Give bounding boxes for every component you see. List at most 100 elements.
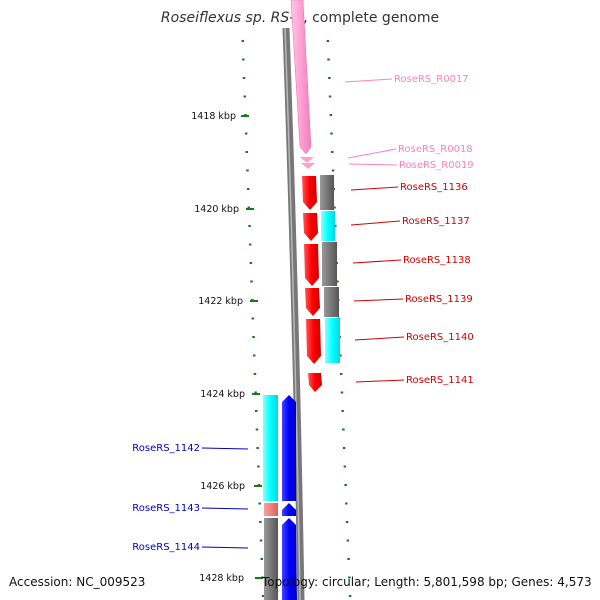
gene-arrow-R0017[interactable] (290, 0, 312, 155)
inner-scale-dot-7 (246, 169, 249, 172)
cog-bar-1136 (320, 175, 334, 210)
inner-scale-dot-3 (243, 95, 246, 98)
inner-scale-dot-21 (255, 428, 259, 431)
inner-scale-dot-11 (248, 243, 252, 246)
gene-arrow-1143[interactable] (282, 503, 296, 516)
gene-label-1144[interactable]: RoseRS_1144 (132, 542, 200, 553)
outer-scale-dot-9 (333, 206, 336, 209)
gene-arrow-1144[interactable] (282, 518, 297, 600)
inner-scale-dot-17 (253, 354, 256, 357)
inner-scale-dot-23 (257, 465, 260, 468)
gene-arrow-1142[interactable] (282, 395, 296, 501)
outer-scale-dot-17 (339, 354, 342, 357)
outer-scale-dot-5 (330, 132, 333, 135)
scale-label-1424: 1424 kbp (200, 389, 245, 400)
scale-label-1426: 1426 kbp (200, 481, 245, 492)
cog-bar-1142 (263, 395, 278, 501)
outer-scale-dot-19 (340, 391, 344, 394)
outer-scale-dot-4 (329, 114, 333, 116)
gene-label-1143[interactable]: RoseRS_1143 (132, 503, 200, 514)
inner-scale-dot-30 (261, 595, 265, 597)
inner-scale-dot-18 (253, 373, 257, 375)
scale-label-1420: 1420 kbp (194, 204, 239, 215)
gene-label-R0019[interactable]: RoseRS_R0019 (399, 160, 474, 171)
gene-label-1138[interactable]: RoseRS_1138 (403, 255, 471, 266)
gene-label-1142[interactable]: RoseRS_1142 (132, 443, 200, 454)
inner-scale-dot-9 (247, 206, 251, 209)
outer-scale-dot-27 (346, 539, 350, 542)
outer-scale-dot-1 (327, 58, 330, 61)
cog-bar-1138 (322, 242, 337, 286)
accession-label: Accession: NC_009523 (9, 575, 146, 589)
inner-scale-dot-15 (251, 317, 255, 320)
cog-bar-1143 (264, 503, 278, 516)
gene-label-R0017[interactable]: RoseRS_R0017 (394, 74, 469, 85)
inner-scale-dot-28 (260, 558, 263, 560)
outer-scale-dot-24 (344, 484, 347, 486)
outer-scale-dot-28 (347, 558, 350, 560)
gene-label-1140[interactable]: RoseRS_1140 (406, 332, 474, 343)
gene-group-R0017[interactable] (290, 0, 312, 155)
outer-scale-dot-18 (339, 373, 343, 375)
gene-label-1137[interactable]: RoseRS_1137 (402, 216, 470, 227)
gene-arrow-1140[interactable] (306, 319, 321, 364)
inner-scale-dot-16 (252, 336, 255, 338)
inner-scale-dot-27 (259, 539, 263, 542)
cog-bar-1137 (321, 211, 335, 241)
gene-arrow-1138[interactable] (304, 244, 319, 286)
inner-scale-dot-8 (246, 188, 250, 190)
scale-tick-1424: 1424 kbp (200, 389, 260, 400)
gene-leader-lines (201, 78, 405, 549)
gene-label-1141[interactable]: RoseRS_1141 (406, 375, 474, 386)
scale-label-1418: 1418 kbp (191, 111, 236, 122)
inner-scale-track (241, 40, 265, 597)
outer-scale-dot-7 (331, 169, 335, 172)
gene-arrow-R0018[interactable] (300, 157, 314, 163)
genome-backbone (282, 27, 305, 600)
scale-tick-1426: 1426 kbp (200, 481, 262, 492)
inner-scale-dot-6 (245, 151, 248, 153)
gene-label-R0018[interactable]: RoseRS_R0018 (398, 144, 473, 155)
scale-label-1428: 1428 kbp (199, 573, 244, 584)
inner-scale-dot-22 (256, 447, 259, 449)
inner-scale-dot-1 (242, 58, 245, 61)
scale-tick-1418: 1418 kbp (191, 111, 249, 122)
inner-scale-dot-5 (244, 132, 248, 135)
outer-scale-dot-29 (348, 576, 351, 579)
scale-ticks: 1418 kbp 1420 kbp 1422 kbp 1424 kbp 1426… (191, 111, 263, 584)
cog-bars-blue (263, 395, 278, 600)
inner-scale-dot-26 (259, 521, 262, 523)
gene-arrow-1136[interactable] (302, 176, 317, 210)
gene-arrow-R0019[interactable] (301, 163, 315, 169)
scale-label-1422: 1422 kbp (198, 296, 243, 307)
outer-scale-dot-6 (331, 151, 334, 153)
inner-scale-dot-20 (255, 410, 258, 412)
gene-label-1136[interactable]: RoseRS_1136 (400, 182, 468, 193)
inner-scale-dot-0 (241, 40, 244, 42)
scale-tick-1428: 1428 kbp (199, 573, 263, 584)
gene-labels: RoseRS_R0017 RoseRS_R0018 RoseRS_R0019 R… (132, 74, 473, 553)
cog-bars-red (320, 175, 340, 363)
outer-scale-dot-2 (328, 77, 331, 79)
outer-scale-dot-10 (334, 225, 337, 227)
outer-scale-dot-13 (336, 280, 339, 283)
inner-scale-dot-19 (254, 391, 257, 394)
cog-bar-1144 (264, 518, 278, 600)
gene-arrow-1139[interactable] (305, 288, 320, 316)
genome-backbone-highlight (284, 27, 301, 600)
genome-title: Roseiflexus sp. RS-1, complete genome (0, 10, 600, 26)
outer-scale-dot-30 (348, 595, 352, 597)
gene-label-1139[interactable]: RoseRS_1139 (405, 294, 473, 305)
cog-bar-1139 (324, 287, 339, 317)
outer-scale-dot-21 (342, 428, 345, 431)
gene-arrow-1137[interactable] (303, 213, 318, 241)
cog-bar-1140 (325, 318, 340, 363)
outer-scale-dot-25 (345, 502, 348, 505)
inner-scale-dot-10 (248, 225, 251, 227)
gene-arrow-1141[interactable] (308, 373, 322, 392)
scale-tick-1420: 1420 kbp (194, 204, 254, 215)
inner-scale-dot-13 (250, 280, 253, 283)
outer-scale-dot-20 (341, 410, 344, 412)
scale-tick-1422: 1422 kbp (198, 296, 258, 307)
